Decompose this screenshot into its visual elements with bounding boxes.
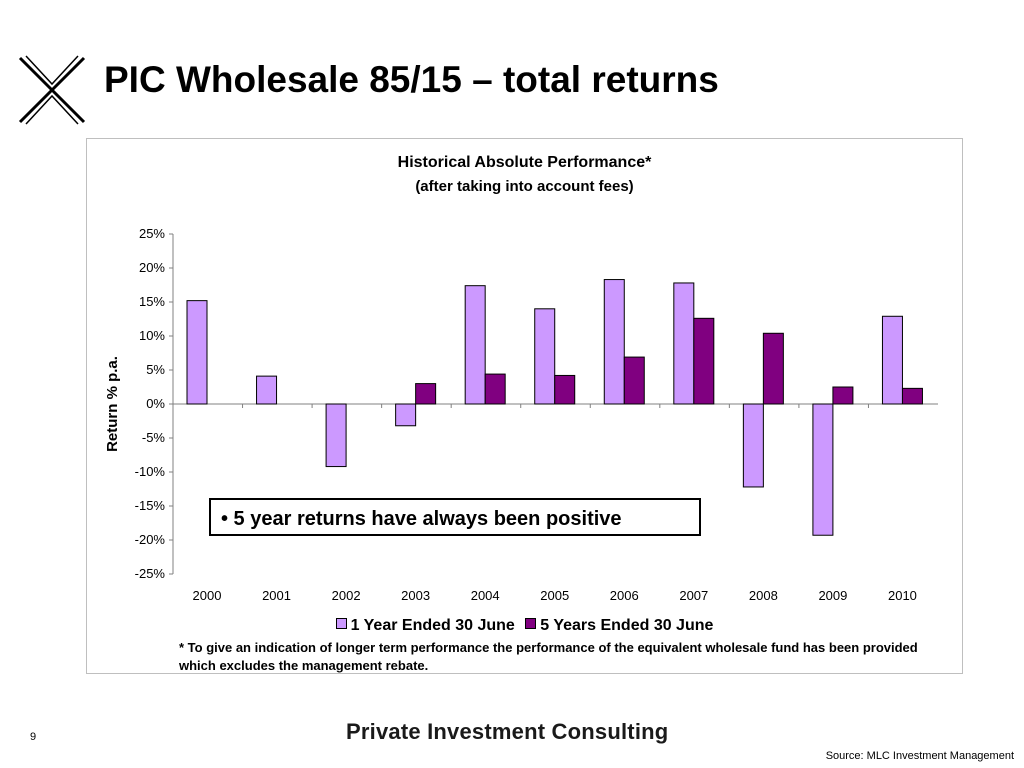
bar-5years-2006 [623, 356, 645, 405]
y-tick-label: -10% [135, 464, 166, 479]
bar-1year-2005 [534, 308, 556, 405]
y-axis-label: Return % p.a. [104, 356, 121, 452]
y-tick-label: -25% [135, 566, 166, 581]
bar-5years-2010 [901, 387, 923, 405]
bar-5years-2009 [832, 386, 854, 405]
x-tick-label: 2002 [332, 588, 361, 603]
bar-1year-2003 [395, 403, 417, 427]
y-tick-label: -5% [142, 430, 166, 445]
bar-1year-2001 [256, 375, 278, 405]
legend-item-1year: 1 Year Ended 30 June [335, 617, 515, 635]
bar-1year-2007 [673, 282, 695, 405]
bar-5years-2003 [415, 383, 437, 405]
bar-1year-2008 [742, 403, 764, 488]
y-tick-label: -20% [135, 532, 166, 547]
bar-5years-2007 [693, 317, 715, 405]
bar-chart: 25% 20% 15% 10% 5% 0% -5% -10% -15% -20% -25% 2000 2… [104, 226, 938, 603]
x-tick-label: 2003 [401, 588, 430, 603]
legend-swatch-5years [525, 618, 537, 629]
chart-subtitle: (after taking into account fees) [415, 178, 634, 195]
legend-label-1year: 1 Year Ended 30 June [350, 617, 515, 634]
y-tick-label: 15% [139, 294, 165, 309]
bar-1year-2006 [603, 279, 625, 405]
bar-1year-2004 [464, 285, 486, 405]
brand-logo: Private Investment Consulting [346, 719, 669, 744]
y-tick-label: -15% [135, 498, 166, 513]
bar-5years-2008 [762, 332, 784, 405]
x-tick-label: 2004 [471, 588, 500, 603]
y-tick-label: 5% [146, 362, 165, 377]
x-tick-label: 2010 [888, 588, 917, 603]
x-tick-label: 2008 [749, 588, 778, 603]
chart-title: Historical Absolute Performance* [397, 154, 652, 171]
bar-5years-2004 [484, 373, 506, 405]
page-title: PIC Wholesale 85/15 – total returns [104, 59, 719, 100]
legend-swatch-1year [335, 618, 347, 629]
legend-label-5years: 5 Years Ended 30 June [540, 617, 714, 634]
chart-container: 25% 20% 15% 10% 5% 0% -5% -10% -15% -20% -25% 2000 2… [86, 138, 963, 674]
x-tick-label: 2009 [818, 588, 847, 603]
callout-box: • 5 year returns have always been positi… [209, 498, 701, 536]
x-tick-label: 2000 [193, 588, 222, 603]
x-tick-label: 2001 [262, 588, 291, 603]
y-tick-label: 20% [139, 260, 165, 275]
chart-legend: 1 Year Ended 30 June 5 Years Ended 30 Ju… [87, 617, 962, 635]
x-tick-label: 2006 [610, 588, 639, 603]
footnote: * To give an indication of longer term p… [179, 640, 918, 673]
bar-1year-2010 [881, 315, 903, 405]
x-logo-icon [18, 55, 86, 125]
x-tick-label: 2005 [540, 588, 569, 603]
y-tick-label: 10% [139, 328, 165, 343]
legend-item-5years: 5 Years Ended 30 June [525, 617, 713, 635]
page-number: 9 [30, 731, 37, 743]
y-tick-label: 0% [146, 396, 165, 411]
x-tick-label: 2007 [679, 588, 708, 603]
y-tick-label: 25% [139, 226, 165, 241]
bar-1year-2002 [325, 403, 347, 468]
bar-1year-2000 [186, 300, 208, 405]
source-note: Source: MLC Investment Management [825, 750, 1014, 762]
bar-1year-2009 [812, 403, 834, 536]
bar-5years-2005 [554, 374, 576, 405]
